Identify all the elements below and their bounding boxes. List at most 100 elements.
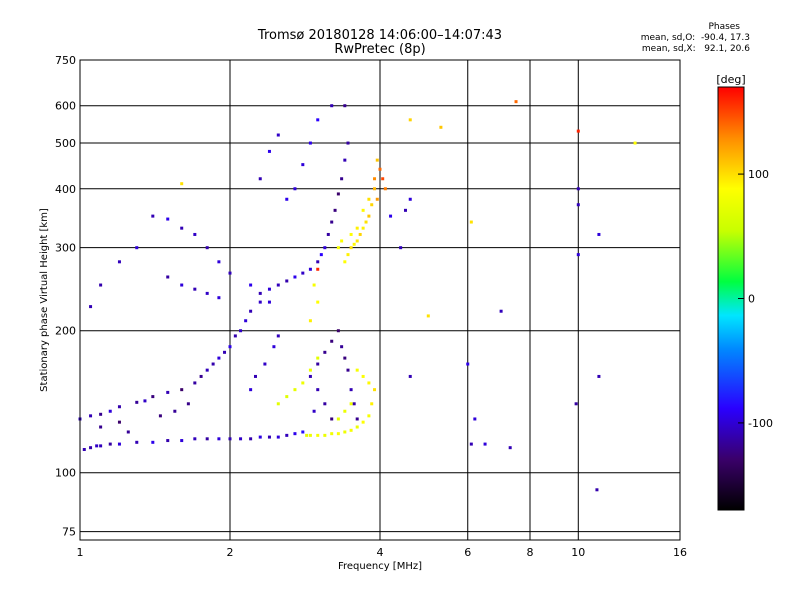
x-mode-point [293,388,297,392]
x-mode-point [373,388,377,392]
x-mode-point [316,433,320,437]
x-mode-point [358,232,362,236]
x-mode-point [336,417,340,421]
o-mode-point [326,232,330,236]
y-axis-ticks: 75 100 200 300 400 500 600 750 [55,54,76,539]
o-mode-point [285,279,289,283]
o-mode-point [108,409,112,413]
o-mode-point [239,437,243,441]
o-mode-point [343,104,347,108]
o-mode-point [99,444,103,448]
o-mode-point [312,409,316,413]
o-mode-point [308,141,312,145]
x-tick-label: 1 [77,546,84,559]
o-mode-point [89,446,93,450]
x-mode-point [349,428,353,432]
o-mode-point [330,104,334,108]
x-mode-point [308,319,312,323]
x-mode-point [346,253,350,257]
colorbar-tick-label: 100 [748,168,769,181]
o-mode-point [166,217,170,221]
x-mode-point [343,260,347,264]
o-mode-point [336,192,340,196]
x-mode-point [336,432,340,436]
o-mode-point [205,246,209,250]
x-mode-point [367,214,371,218]
x-mode-point [375,197,379,201]
o-mode-point [352,402,356,406]
phase-stats-heading: Phases [708,22,740,32]
o-mode-point [166,439,170,443]
x-mode-point [373,187,377,191]
o-mode-point [193,437,197,441]
y-tick-label: 400 [55,183,76,196]
o-mode-point [166,390,170,394]
o-mode-point [308,374,312,378]
o-mode-point [217,437,221,441]
x-mode-point [373,177,377,181]
o-mode-point [349,388,353,392]
o-mode-point [276,435,280,439]
x-mode-point [180,182,184,186]
x-mode-point [361,374,365,378]
o-mode-point [173,409,177,413]
o-mode-point [151,395,155,399]
o-mode-point [293,432,297,436]
o-mode-point [151,440,155,444]
o-mode-point [249,388,253,392]
o-mode-point [408,374,412,378]
o-mode-point [95,444,99,448]
o-mode-point [193,381,197,385]
x-mode-point [308,433,312,437]
x-mode-point [343,409,347,413]
y-axis-label: Stationary phase Virtual Height [km] [39,208,50,392]
o-mode-point [99,283,103,287]
o-mode-point [272,345,276,349]
x-mode-point [367,381,371,385]
x-mode-point [370,203,374,207]
o-mode-point [330,339,334,343]
x-mode-point [408,118,412,122]
phase-stats-o-mode: mean, sd,O: -90.4, 17.3 [640,33,750,43]
x-mode-point [439,125,443,129]
colorbar-tick-label: -100 [748,417,773,430]
x-mode-point [633,141,637,145]
o-mode-point [249,309,253,313]
x-mode-point [349,402,353,406]
chart-title: Tromsø 20180128 14:06:00–14:07:43 [257,28,503,43]
x-mode-point [469,220,473,224]
x-tick-label: 16 [673,546,687,559]
o-mode-point [333,208,337,212]
grid-lines [80,60,680,540]
o-mode-point [180,226,184,230]
o-mode-point [323,246,327,250]
o-mode-point [576,187,580,191]
o-mode-point [180,283,184,287]
o-mode-point [323,402,327,406]
x-mode-point [355,368,359,372]
y-tick-label: 200 [55,325,76,338]
o-mode-point [258,291,262,295]
o-mode-point [211,362,215,366]
o-mode-point [205,437,209,441]
x-mode-point [316,300,320,304]
x-axis-ticks: 1 2 4 6 8 10 16 [77,546,688,559]
o-mode-point [158,414,162,418]
o-mode-point [466,362,470,366]
o-mode-point [267,149,271,153]
x-mode-point [426,314,430,318]
o-mode-point [239,329,243,333]
o-mode-point [143,399,147,403]
colorbar-unit-label: [deg] [716,73,745,86]
x-mode-point [361,226,365,230]
x-mode-point [349,246,353,250]
o-mode-point [117,442,121,446]
x-mode-point [381,177,385,181]
o-mode-point [217,356,221,360]
o-mode-point [217,296,221,300]
o-mode-point [267,435,271,439]
o-mode-point [205,368,209,372]
o-mode-point [597,374,601,378]
x-mode-point [370,402,374,406]
x-mode-point [378,167,382,171]
